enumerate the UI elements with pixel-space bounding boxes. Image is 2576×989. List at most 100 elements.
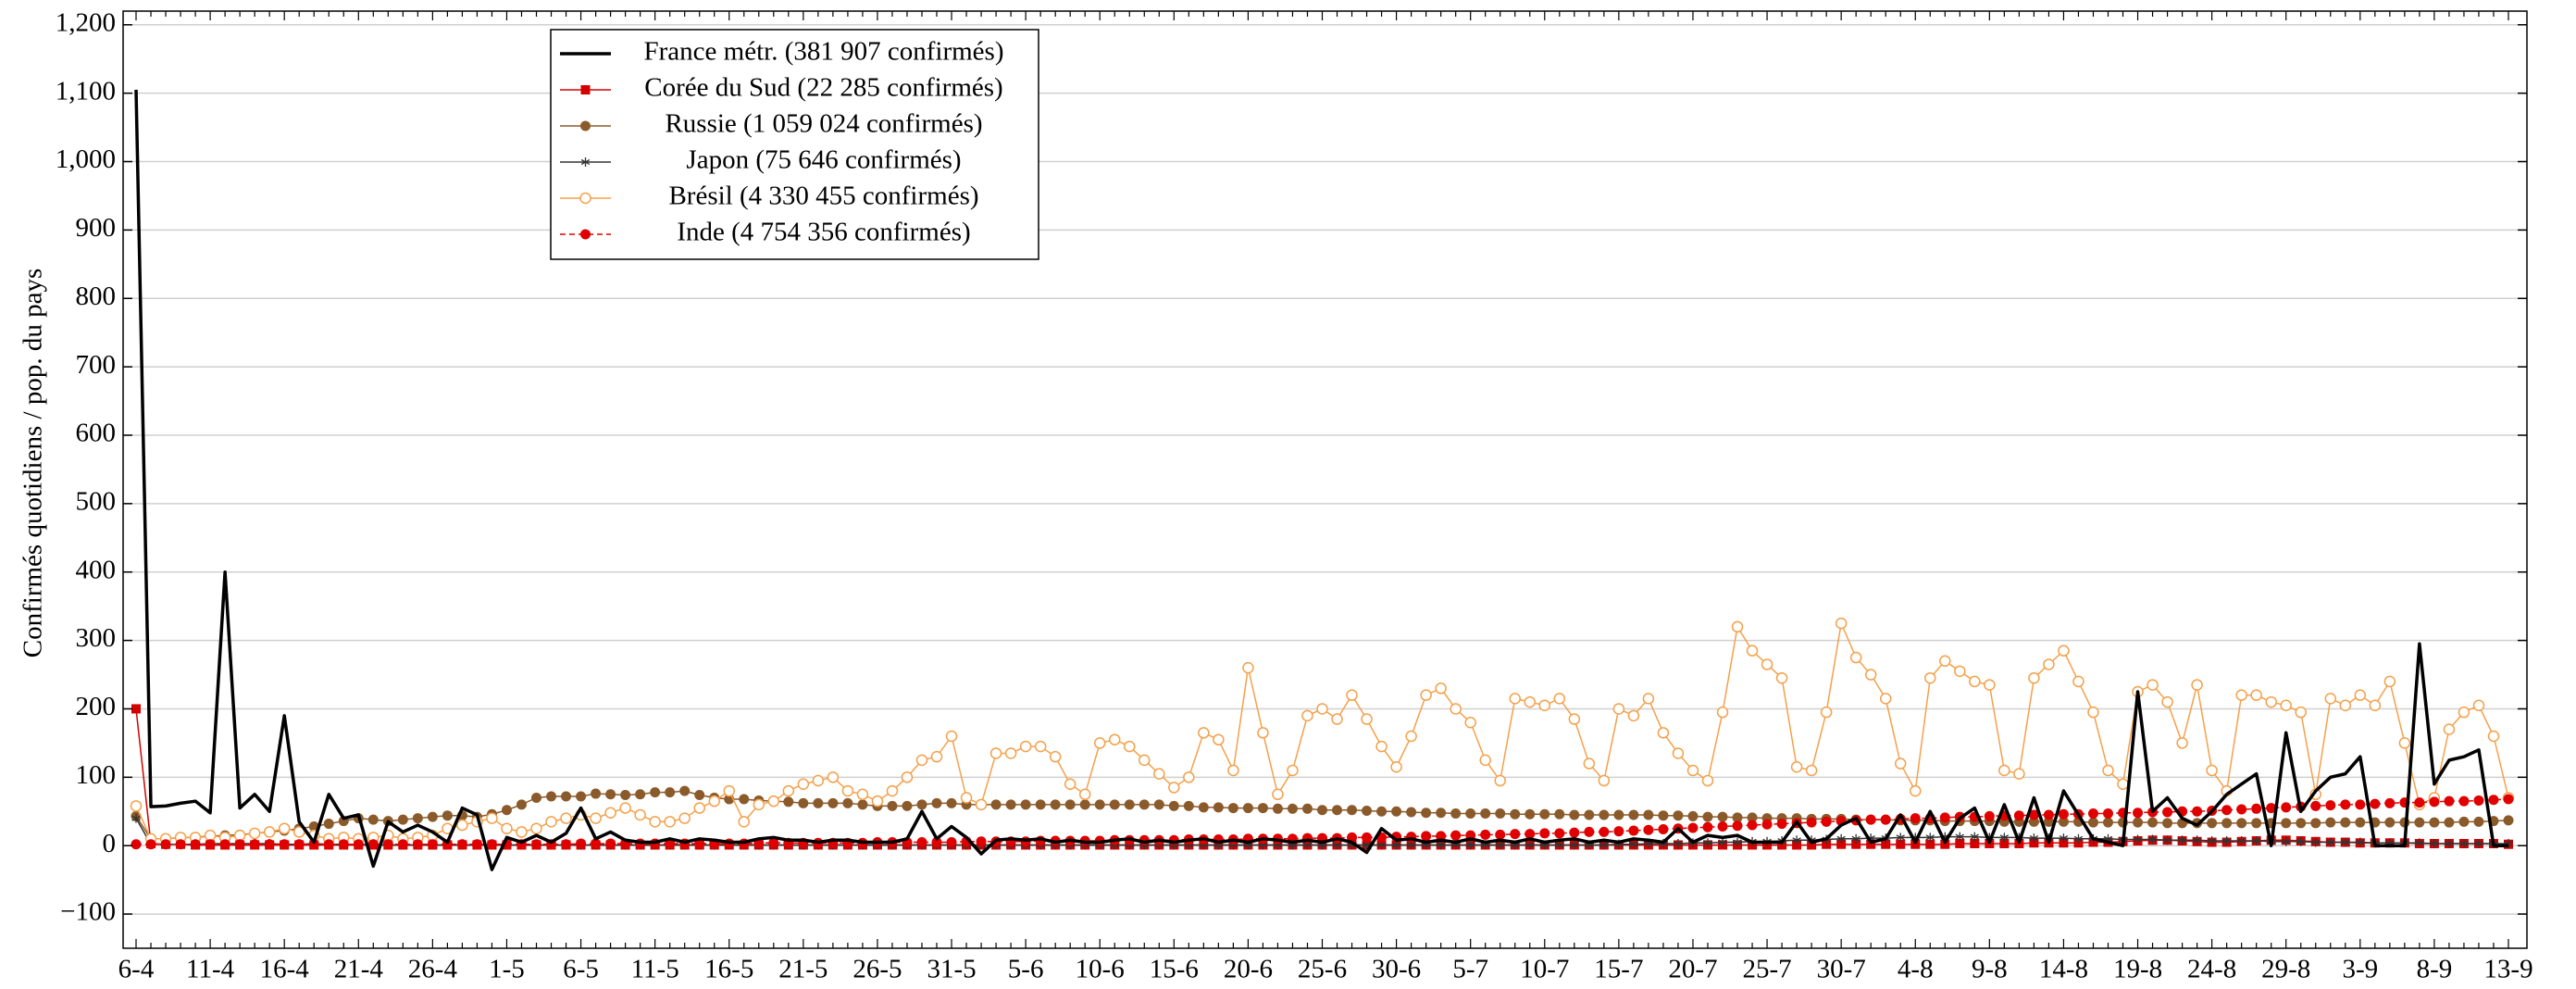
- marker: [1747, 820, 1758, 831]
- marker: [561, 839, 572, 850]
- marker: [2043, 809, 2054, 820]
- marker: [412, 813, 423, 824]
- marker: [1524, 695, 1537, 708]
- marker: [1509, 693, 1521, 705]
- marker: [2029, 833, 2039, 844]
- marker: [1362, 806, 1373, 817]
- marker: [2341, 837, 2350, 847]
- marker: [783, 796, 794, 807]
- y-tick-label: 800: [76, 282, 117, 311]
- marker: [2133, 807, 2144, 819]
- marker: [1093, 737, 1106, 749]
- marker: [2355, 817, 2366, 828]
- y-tick-label: −100: [60, 897, 116, 927]
- marker: [2445, 838, 2454, 848]
- marker: [1836, 839, 1847, 849]
- marker: [1583, 757, 1596, 770]
- marker: [560, 812, 572, 824]
- marker: [1406, 807, 1417, 818]
- marker: [1939, 812, 1950, 823]
- marker: [1658, 810, 1669, 821]
- marker: [2443, 723, 2456, 735]
- marker: [1673, 810, 1684, 821]
- marker: [665, 787, 676, 798]
- marker: [2459, 838, 2469, 848]
- marker: [1139, 754, 1151, 767]
- marker: [1405, 730, 1417, 743]
- marker: [2340, 799, 2351, 810]
- marker: [1643, 824, 1654, 835]
- marker: [887, 800, 898, 811]
- y-tick-label: 0: [103, 829, 117, 858]
- marker: [1227, 803, 1238, 814]
- marker: [1257, 803, 1268, 814]
- marker: [1970, 838, 1980, 848]
- marker: [546, 791, 557, 802]
- y-tick-label: 700: [76, 350, 117, 380]
- marker: [1332, 805, 1343, 816]
- marker: [1287, 764, 1299, 777]
- marker: [278, 822, 291, 834]
- marker: [530, 822, 542, 834]
- marker: [782, 784, 795, 797]
- x-tick-label: 21-4: [334, 955, 384, 984]
- marker: [2087, 817, 2098, 828]
- marker: [871, 795, 884, 807]
- marker: [1198, 802, 1209, 813]
- x-tick-label: 11-5: [631, 955, 679, 984]
- marker: [175, 839, 186, 850]
- marker: [960, 792, 973, 804]
- marker: [1450, 807, 1462, 819]
- marker: [456, 819, 468, 832]
- marker: [1539, 808, 1550, 820]
- marker: [1495, 829, 1506, 840]
- marker: [2444, 795, 2455, 807]
- marker: [2326, 837, 2335, 847]
- marker: [2474, 838, 2483, 848]
- marker: [1346, 689, 1358, 701]
- legend-label: Russie (1 059 024 confirmés): [665, 109, 982, 139]
- marker: [1436, 840, 1446, 850]
- marker: [2251, 803, 2262, 814]
- x-tick-label: 15-6: [1150, 955, 1199, 984]
- marker: [2251, 818, 2262, 829]
- marker: [1391, 840, 1401, 850]
- x-tick-label: 9-8: [1972, 955, 2008, 984]
- marker: [1391, 806, 1402, 817]
- marker: [1643, 809, 1654, 820]
- marker: [1376, 806, 1388, 817]
- y-tick-label: 200: [76, 692, 117, 721]
- marker: [2013, 810, 2024, 821]
- marker: [2073, 833, 2084, 844]
- marker: [2503, 794, 2514, 805]
- marker: [353, 839, 364, 850]
- marker: [1999, 838, 2010, 848]
- marker: [2415, 838, 2424, 848]
- marker: [620, 790, 631, 801]
- marker: [828, 797, 839, 808]
- marker: [1998, 764, 2010, 777]
- marker: [2221, 805, 2233, 816]
- marker: [1435, 682, 1447, 695]
- marker: [1584, 809, 1595, 820]
- marker: [2325, 817, 2336, 828]
- marker: [2356, 837, 2365, 847]
- marker: [1316, 703, 1328, 715]
- marker: [1806, 817, 1817, 828]
- marker: [1568, 713, 1581, 725]
- marker: [2383, 675, 2396, 688]
- marker: [2162, 818, 2173, 829]
- marker: [634, 808, 646, 821]
- marker: [945, 730, 958, 743]
- marker: [1479, 754, 1491, 767]
- marker: [842, 797, 853, 808]
- marker: [990, 799, 1002, 810]
- marker: [975, 798, 988, 811]
- marker: [604, 807, 616, 819]
- marker: [576, 838, 587, 849]
- marker: [902, 800, 913, 811]
- marker: [1421, 807, 1432, 819]
- marker: [1480, 829, 1491, 840]
- x-tick-label: 3-9: [2342, 955, 2378, 984]
- marker: [427, 839, 438, 850]
